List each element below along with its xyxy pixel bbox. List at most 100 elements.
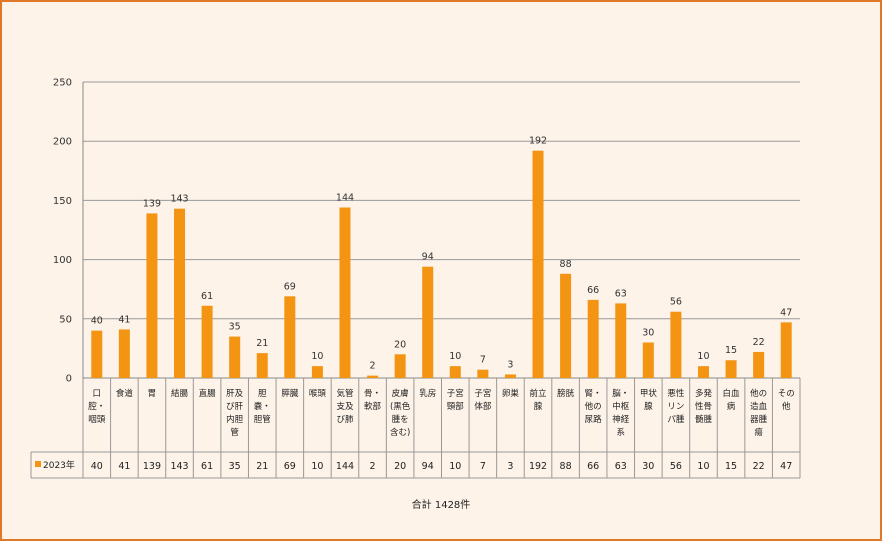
bar (449, 366, 461, 378)
table-value: 143 (170, 461, 188, 472)
y-tick-label: 200 (53, 137, 72, 148)
x-category-label: 他の造血器腫瘍 (750, 388, 768, 438)
data-label: 22 (753, 337, 765, 348)
table-value: 94 (422, 461, 434, 472)
y-tick-label: 150 (53, 196, 72, 207)
x-category-label: 脳・中枢神経系 (612, 388, 630, 438)
bar (504, 374, 516, 378)
x-category-label: 肝及び肝内胆管 (226, 389, 244, 438)
data-label: 66 (587, 285, 599, 296)
x-category-label: 多発性骨髄腫 (695, 388, 713, 425)
bar (367, 375, 379, 378)
table-value: 40 (91, 461, 103, 472)
x-category-label: 口腔・咽頭 (88, 389, 106, 425)
table-value: 21 (256, 461, 268, 472)
x-category-label: 胃 (148, 389, 157, 399)
x-category-label: 乳房 (419, 388, 436, 399)
x-category-label: 前立腺 (530, 388, 548, 412)
x-category-label: 骨・軟部 (364, 389, 382, 412)
table-value: 22 (753, 461, 765, 472)
table-value: 3 (507, 461, 513, 472)
y-tick-label: 50 (59, 314, 72, 325)
y-tick-label: 0 (66, 374, 72, 385)
table-value: 69 (284, 461, 296, 472)
data-label: 88 (560, 259, 572, 270)
bar (91, 330, 103, 378)
table-value: 10 (311, 461, 323, 472)
x-category-label: 甲状腺 (640, 388, 658, 412)
bar (587, 299, 599, 378)
data-label: 143 (170, 194, 188, 205)
legend-label: 2023年 (43, 459, 75, 471)
bar (146, 213, 158, 378)
x-category-label: その他 (778, 389, 795, 412)
table-value: 2 (370, 461, 376, 472)
table-value: 15 (725, 461, 737, 472)
x-category-label: 胆嚢・胆管 (254, 389, 271, 425)
bar (118, 329, 130, 378)
x-category-label: 直腸 (199, 388, 217, 399)
table-value: 7 (480, 461, 486, 472)
table-value: 41 (118, 461, 130, 472)
data-label: 30 (642, 327, 654, 338)
table-value: 20 (394, 461, 406, 472)
x-category-label: 子宮頸部 (447, 388, 465, 412)
x-category-label: 喉頭 (309, 388, 327, 399)
data-label: 47 (780, 307, 792, 318)
table-value: 192 (529, 461, 547, 472)
table-value: 63 (615, 461, 627, 472)
data-label: 7 (480, 355, 486, 366)
bar (174, 208, 186, 378)
data-label: 61 (201, 291, 213, 302)
table-value: 10 (697, 461, 709, 472)
data-label: 139 (143, 198, 161, 209)
table-value: 144 (336, 461, 354, 472)
table-value: 66 (587, 461, 599, 472)
data-label: 15 (725, 345, 737, 356)
data-label: 3 (507, 359, 513, 370)
bar (560, 273, 572, 378)
data-label: 63 (615, 288, 627, 299)
bar (284, 296, 296, 378)
x-category-label: 子宮体部 (474, 388, 492, 412)
data-label: 2 (370, 361, 376, 372)
data-label: 20 (394, 339, 406, 350)
bar (725, 360, 737, 378)
data-label: 10 (311, 351, 323, 362)
y-tick-label: 250 (53, 78, 72, 89)
legend-swatch (35, 461, 41, 467)
data-label: 35 (229, 322, 241, 333)
bar (670, 311, 682, 378)
data-label: 40 (91, 316, 103, 327)
data-label: 41 (118, 314, 130, 325)
bar (339, 207, 351, 378)
bar (256, 353, 268, 378)
bar (394, 354, 406, 378)
x-category-label: 膵臓 (281, 388, 299, 399)
data-label: 94 (422, 252, 434, 263)
x-category-label: 皮膚(黒色腫を含む) (390, 388, 411, 438)
x-category-label: 気管支及び肺 (336, 388, 354, 425)
table-value: 35 (229, 461, 241, 472)
bar (753, 351, 765, 378)
data-label: 56 (670, 297, 682, 308)
x-category-label: 悪性リンパ腫 (667, 388, 685, 425)
x-category-label: 結腸 (171, 388, 189, 399)
bar (477, 369, 489, 378)
x-category-label: 膀胱 (557, 388, 575, 399)
bar (201, 305, 213, 378)
table-value: 88 (560, 461, 572, 472)
data-label: 192 (529, 136, 547, 147)
data-label: 21 (256, 338, 268, 349)
total-label: 合計 1428件 (411, 500, 471, 511)
y-tick-label: 100 (53, 255, 72, 266)
bar (780, 322, 792, 378)
table-value: 10 (449, 461, 461, 472)
table-value: 61 (201, 461, 213, 472)
table-value: 47 (780, 461, 792, 472)
table-value: 139 (143, 461, 161, 472)
data-label: 10 (697, 351, 709, 362)
x-category-label: 卵巣 (502, 388, 520, 399)
table-value: 56 (670, 461, 682, 472)
x-category-label: 腎・他の尿路 (585, 389, 603, 425)
